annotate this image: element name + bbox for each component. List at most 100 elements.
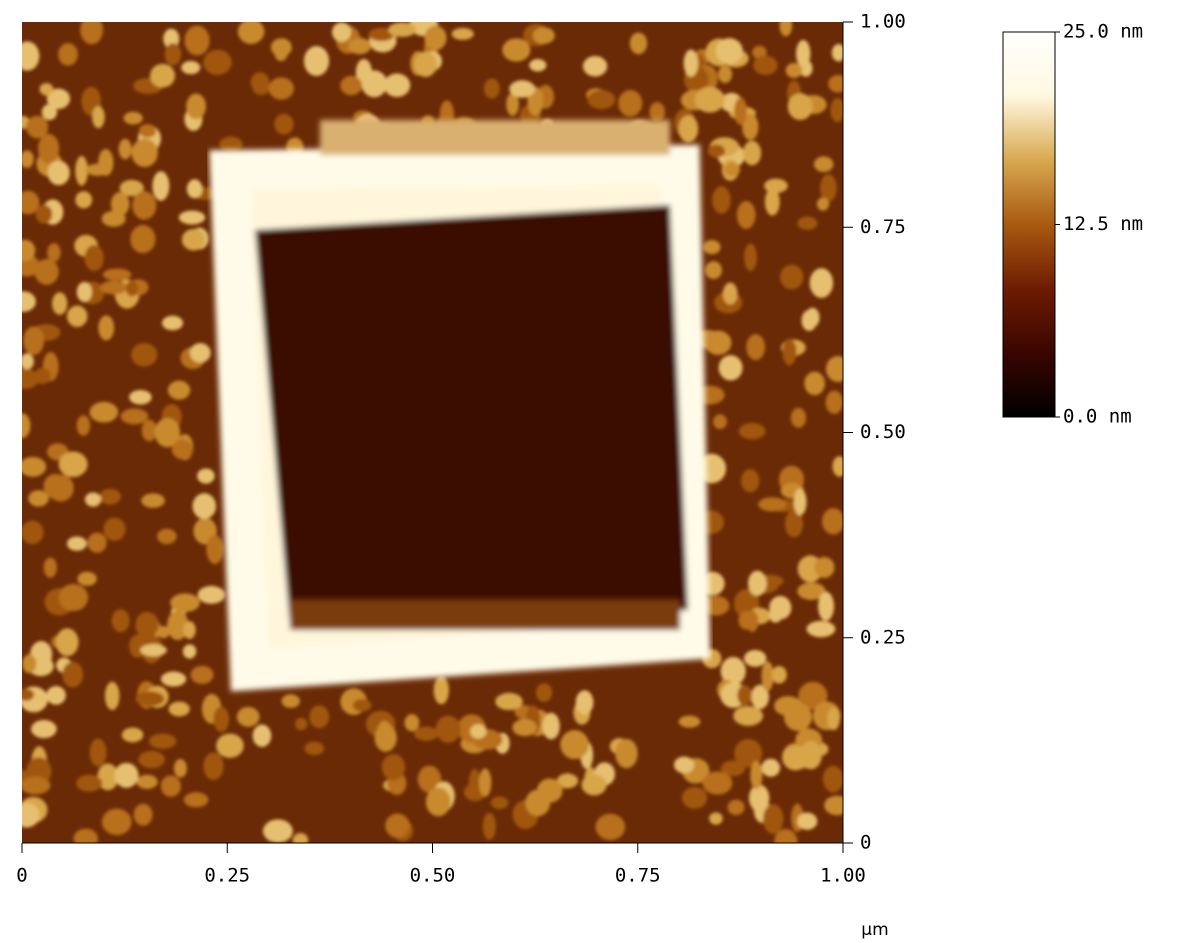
grain (35, 204, 53, 224)
grain (715, 38, 743, 65)
grain (22, 688, 35, 701)
y-tick-label: 0 (860, 832, 871, 854)
grain (785, 62, 803, 78)
x-tick-label: 0.25 (204, 865, 250, 887)
grain (753, 55, 778, 75)
grain (154, 417, 181, 448)
grain (340, 75, 363, 96)
grain (782, 338, 797, 366)
grain (377, 720, 392, 747)
y-tick-label: 0.25 (860, 626, 906, 648)
grain (822, 508, 843, 535)
grain (34, 259, 59, 285)
grain (150, 63, 176, 88)
grain (722, 282, 738, 305)
grain (22, 654, 37, 674)
grain (746, 610, 759, 633)
grain (737, 685, 752, 706)
grain (424, 25, 447, 51)
grain (76, 415, 91, 436)
grain (84, 245, 104, 271)
grain (171, 439, 193, 460)
grain (148, 733, 177, 749)
grain (414, 51, 437, 78)
grain (186, 179, 203, 199)
grain (736, 201, 756, 230)
grain (535, 683, 553, 702)
grain (490, 796, 509, 810)
grain (797, 216, 818, 230)
grain (135, 611, 159, 639)
grain (797, 582, 826, 600)
grain (433, 675, 449, 705)
grain (192, 493, 217, 519)
grain (47, 243, 61, 262)
grain (181, 61, 201, 75)
grain (827, 707, 840, 731)
grain (75, 191, 93, 209)
grain (141, 493, 165, 508)
grain (784, 510, 804, 538)
grain (752, 45, 767, 60)
grain (758, 497, 787, 512)
grain (129, 390, 152, 405)
grain (120, 408, 149, 425)
grain (764, 188, 780, 216)
grain (649, 102, 665, 122)
grain (85, 163, 110, 176)
grain (796, 812, 818, 830)
grain (160, 775, 181, 797)
grain (136, 774, 158, 789)
grain (780, 264, 804, 290)
grain (87, 532, 107, 553)
grain (114, 762, 139, 788)
grain (103, 517, 126, 541)
grain (274, 44, 288, 62)
grain (435, 715, 461, 743)
grain (303, 45, 330, 76)
grain (197, 468, 215, 484)
grain (130, 225, 156, 254)
grain (216, 733, 244, 758)
grain (102, 268, 132, 281)
grain (733, 705, 764, 726)
grain (39, 82, 54, 96)
grain (58, 43, 78, 66)
grain (825, 390, 843, 414)
grain (816, 197, 830, 211)
grain (206, 535, 224, 565)
grain (119, 179, 144, 197)
grain (213, 706, 230, 733)
grain (123, 111, 143, 125)
grain (100, 280, 127, 295)
grain (46, 686, 66, 705)
grain (451, 27, 474, 40)
grain (110, 192, 130, 216)
grain (22, 291, 36, 312)
grain (673, 756, 695, 774)
y-tick-label: 0.50 (860, 421, 906, 443)
x-unit: µm (861, 920, 888, 940)
grain (385, 813, 410, 838)
grain (724, 162, 741, 177)
grain (742, 140, 762, 166)
grain (121, 727, 144, 743)
grain (292, 833, 309, 843)
grain (828, 74, 843, 93)
grain (804, 371, 825, 396)
grain (743, 650, 767, 667)
grain (529, 58, 547, 72)
colorbar (1002, 31, 1056, 418)
y-tick-label: 1.00 (860, 11, 906, 33)
grain (747, 570, 767, 596)
colorbar-label: 0.0 nm (1063, 406, 1132, 428)
grain (170, 593, 200, 613)
grain (694, 86, 725, 113)
grain (309, 705, 330, 729)
grain (761, 661, 774, 692)
grain (824, 795, 843, 816)
grain (707, 144, 726, 158)
grain (22, 353, 34, 370)
grain (160, 671, 187, 687)
